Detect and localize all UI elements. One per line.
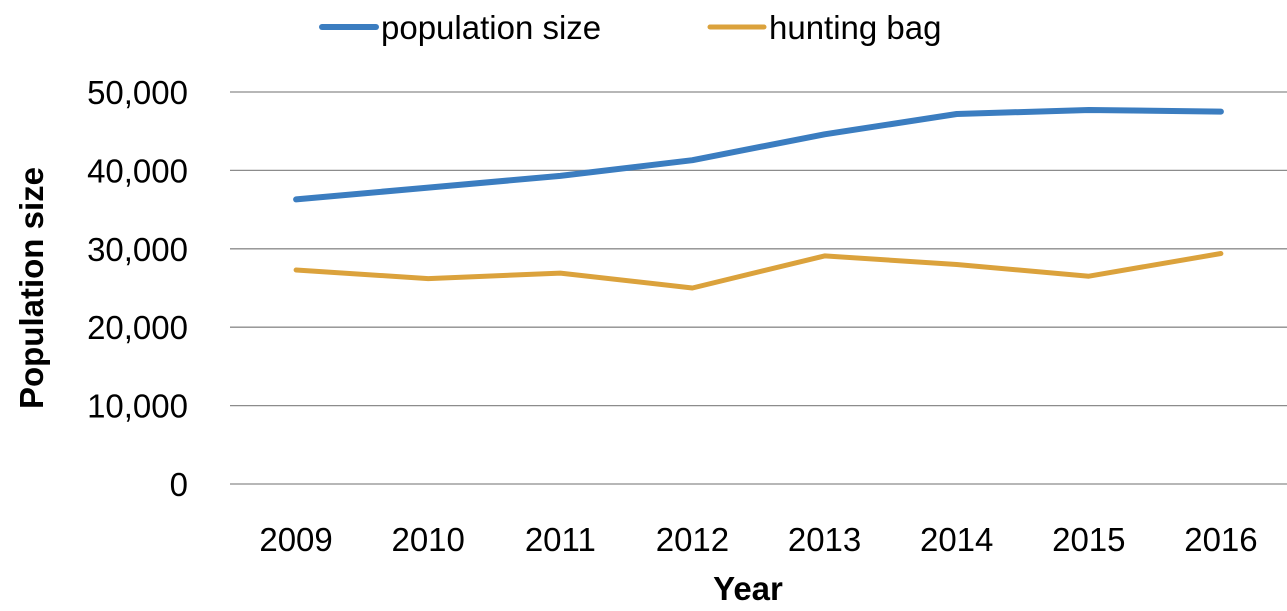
- legend-label: hunting bag: [769, 9, 942, 46]
- y-axis-ticks: 0 10,000 20,000 30,000 40,000 50,000: [87, 74, 188, 503]
- y-tick-label: 30,000: [87, 231, 188, 268]
- y-tick-label: 40,000: [87, 152, 188, 189]
- x-tick-label: 2014: [920, 521, 993, 558]
- x-tick-label: 2012: [656, 521, 729, 558]
- x-tick-label: 2011: [525, 521, 596, 558]
- legend-item-hunting-bag: hunting bag: [707, 9, 942, 46]
- x-axis-ticks: 2009 2010 2011 2012 2013 2014 2015 2016: [259, 521, 1257, 558]
- gridlines: [230, 91, 1287, 485]
- series-line-population-size: [293, 107, 1224, 203]
- legend-label: population size: [381, 9, 601, 46]
- y-tick-label: 10,000: [87, 388, 188, 425]
- legend-item-population-size: population size: [319, 9, 601, 46]
- legend: population size hunting bag: [319, 9, 942, 46]
- x-tick-label: 2015: [1052, 521, 1125, 558]
- x-tick-label: 2013: [788, 521, 861, 558]
- x-tick-label: 2010: [391, 521, 464, 558]
- y-tick-label: 20,000: [87, 309, 188, 346]
- y-axis-title: Population size: [13, 167, 50, 409]
- y-tick-label: 0: [170, 466, 188, 503]
- x-tick-label: 2016: [1184, 521, 1257, 558]
- x-tick-label: 2009: [259, 521, 332, 558]
- series-layer: [293, 107, 1224, 291]
- series-line-hunting-bag: [293, 251, 1224, 291]
- y-tick-label: 50,000: [87, 74, 188, 111]
- x-axis-title: Year: [713, 570, 783, 607]
